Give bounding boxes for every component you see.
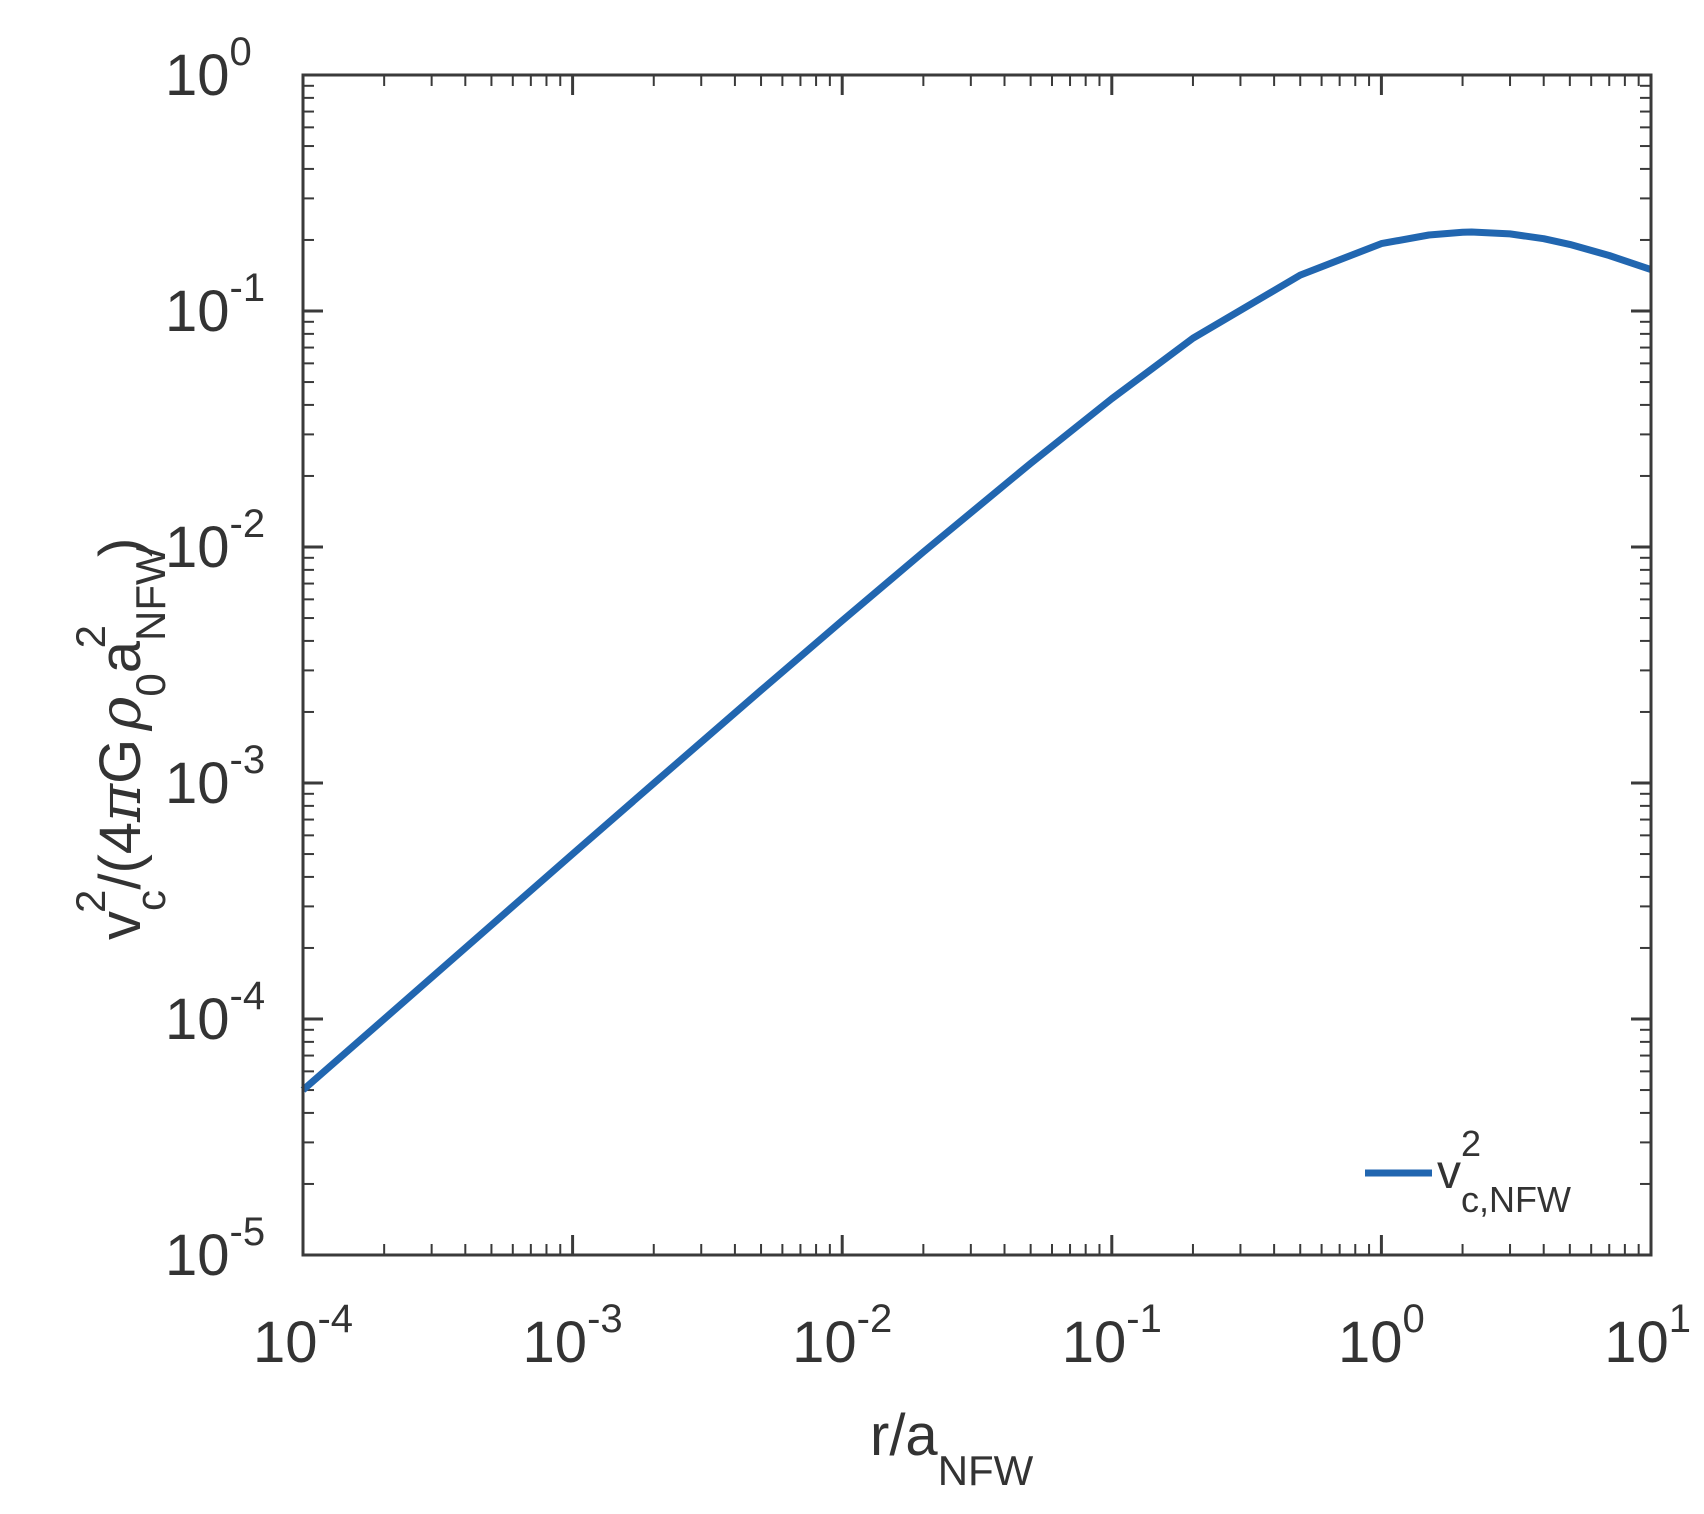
y-axis-label-a-sup: 2 (67, 625, 114, 648)
y-axis-label-pi: π (86, 783, 154, 823)
x-tick-label: 10-1 (1062, 1297, 1162, 1375)
x-axis-label: r/aNFW (870, 1403, 1034, 1494)
legend-label-main: v (1437, 1146, 1461, 1199)
y-axis-label-a: a (88, 640, 153, 673)
y-axis-label: vc2/(4πGρ0aNFW2) (67, 538, 174, 940)
series-line-vc-nfw (300, 228, 1653, 1093)
x-tick-label: 100 (1338, 1297, 1425, 1375)
y-tick-label: 10-5 (165, 1210, 265, 1288)
y-axis-label-mid: /(4 (88, 822, 153, 890)
y-tick-label: 10-1 (165, 266, 265, 344)
y-axis-label-close: ) (88, 538, 153, 557)
y-tick-label: 100 (165, 30, 252, 108)
x-axis-label-sub: NFW (938, 1447, 1034, 1494)
y-tick-labels: 10-5 10-4 10-3 10-2 10-1 100 (165, 30, 265, 1288)
y-axis-label-v-sup: 2 (67, 890, 114, 913)
plot-frame (301, 73, 1653, 1257)
x-axis-label-main: r/a (870, 1403, 938, 1468)
x-tick-label: 101 (1604, 1297, 1691, 1375)
minor-ticks (303, 75, 1651, 1255)
y-tick-label: 10-3 (165, 738, 265, 816)
y-axis-label-g: G (88, 739, 153, 784)
y-axis-label-rho-sub: 0 (127, 673, 174, 696)
y-axis-label-a-sub: NFW (127, 545, 174, 641)
y-tick-label: 10-2 (165, 502, 265, 580)
y-axis-label-v: v (88, 911, 153, 940)
x-tick-label: 10-3 (523, 1297, 623, 1375)
legend-label-sup: 2 (1461, 1123, 1481, 1164)
legend-label-sub: c,NFW (1461, 1179, 1571, 1220)
x-tick-label: 10-4 (253, 1297, 353, 1375)
legend-label: v2 c,NFW (1437, 1123, 1571, 1220)
y-tick-label: 10-4 (165, 974, 265, 1052)
x-tick-label: 10-2 (792, 1297, 892, 1375)
y-axis-label-rho: ρ (86, 697, 154, 732)
x-tick-labels: 10-4 10-3 10-2 10-1 100 101 (253, 1297, 1691, 1375)
legend: v2 c,NFW (1365, 1123, 1571, 1220)
y-axis-label-v-sub: c (127, 890, 174, 911)
